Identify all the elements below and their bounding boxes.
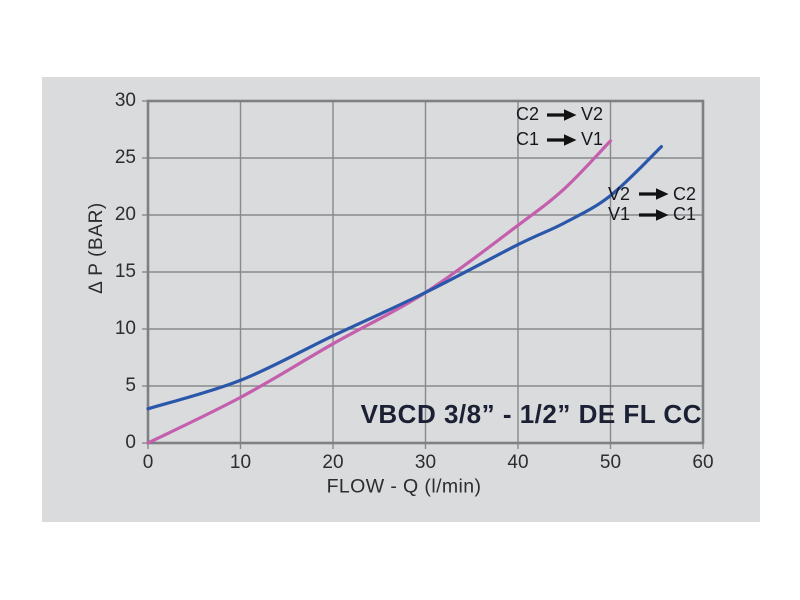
legend-from-label: C2 <box>516 104 540 124</box>
x-tick-label: 0 <box>142 452 154 473</box>
legend-to-label: V2 <box>581 104 604 124</box>
series-line <box>146 145 663 411</box>
y-tick-label: 0 <box>125 432 136 453</box>
chart-title: VBCD 3/8” - 1/2” DE FL CC <box>360 399 702 429</box>
chart-canvas <box>142 99 705 449</box>
x-axis-label: FLOW - Q (l/min) <box>326 475 482 498</box>
arrow-right-icon <box>639 208 669 221</box>
y-tick-label: 20 <box>114 204 136 225</box>
legend-row: V1 C1 <box>608 204 700 226</box>
x-tick-label: 30 <box>414 452 437 473</box>
legend-to-label: C2 <box>673 183 697 204</box>
chart-panel: Δ P (BAR) FLOW - Q (l/min) 0 5 10 15 20 25 30 … <box>42 77 760 522</box>
x-tick-label: 10 <box>229 452 252 473</box>
legend-row: V2 C2 <box>608 184 700 205</box>
y-tick-label: 30 <box>114 90 136 111</box>
legend-v-to-c: V2 C2 V1 C1 <box>608 184 700 225</box>
arrow-right-icon <box>547 133 577 146</box>
x-tick-label: 50 <box>599 452 622 473</box>
x-tick-label: 40 <box>507 452 529 473</box>
plot-area: 0 5 10 15 20 25 30 0 10 20 30 40 50 60 C2 V2 C1 V1 V2 C2… <box>115 91 714 474</box>
arrow-right-icon <box>639 188 669 201</box>
y-tick-label: 25 <box>114 147 136 168</box>
legend-from-label: V2 <box>608 183 631 204</box>
legend-to-label: C1 <box>673 204 697 225</box>
legend-row: C2 V2 <box>516 102 608 127</box>
y-tick-label: 5 <box>125 375 136 396</box>
legend-row: C1 V1 <box>516 127 608 152</box>
arrow-right-icon <box>547 108 577 121</box>
x-tick-label: 60 <box>692 452 714 473</box>
plot-border <box>146 99 705 445</box>
legend-from-label: C1 <box>516 129 540 149</box>
y-tick-label: 15 <box>114 261 136 282</box>
series-line <box>146 139 613 445</box>
legend-c-to-v: C2 V2 C1 V1 <box>516 102 608 152</box>
x-tick-label: 20 <box>322 452 344 473</box>
y-tick-label: 10 <box>114 318 136 339</box>
legend-to-label: V1 <box>581 129 604 149</box>
legend-from-label: V1 <box>608 204 631 225</box>
